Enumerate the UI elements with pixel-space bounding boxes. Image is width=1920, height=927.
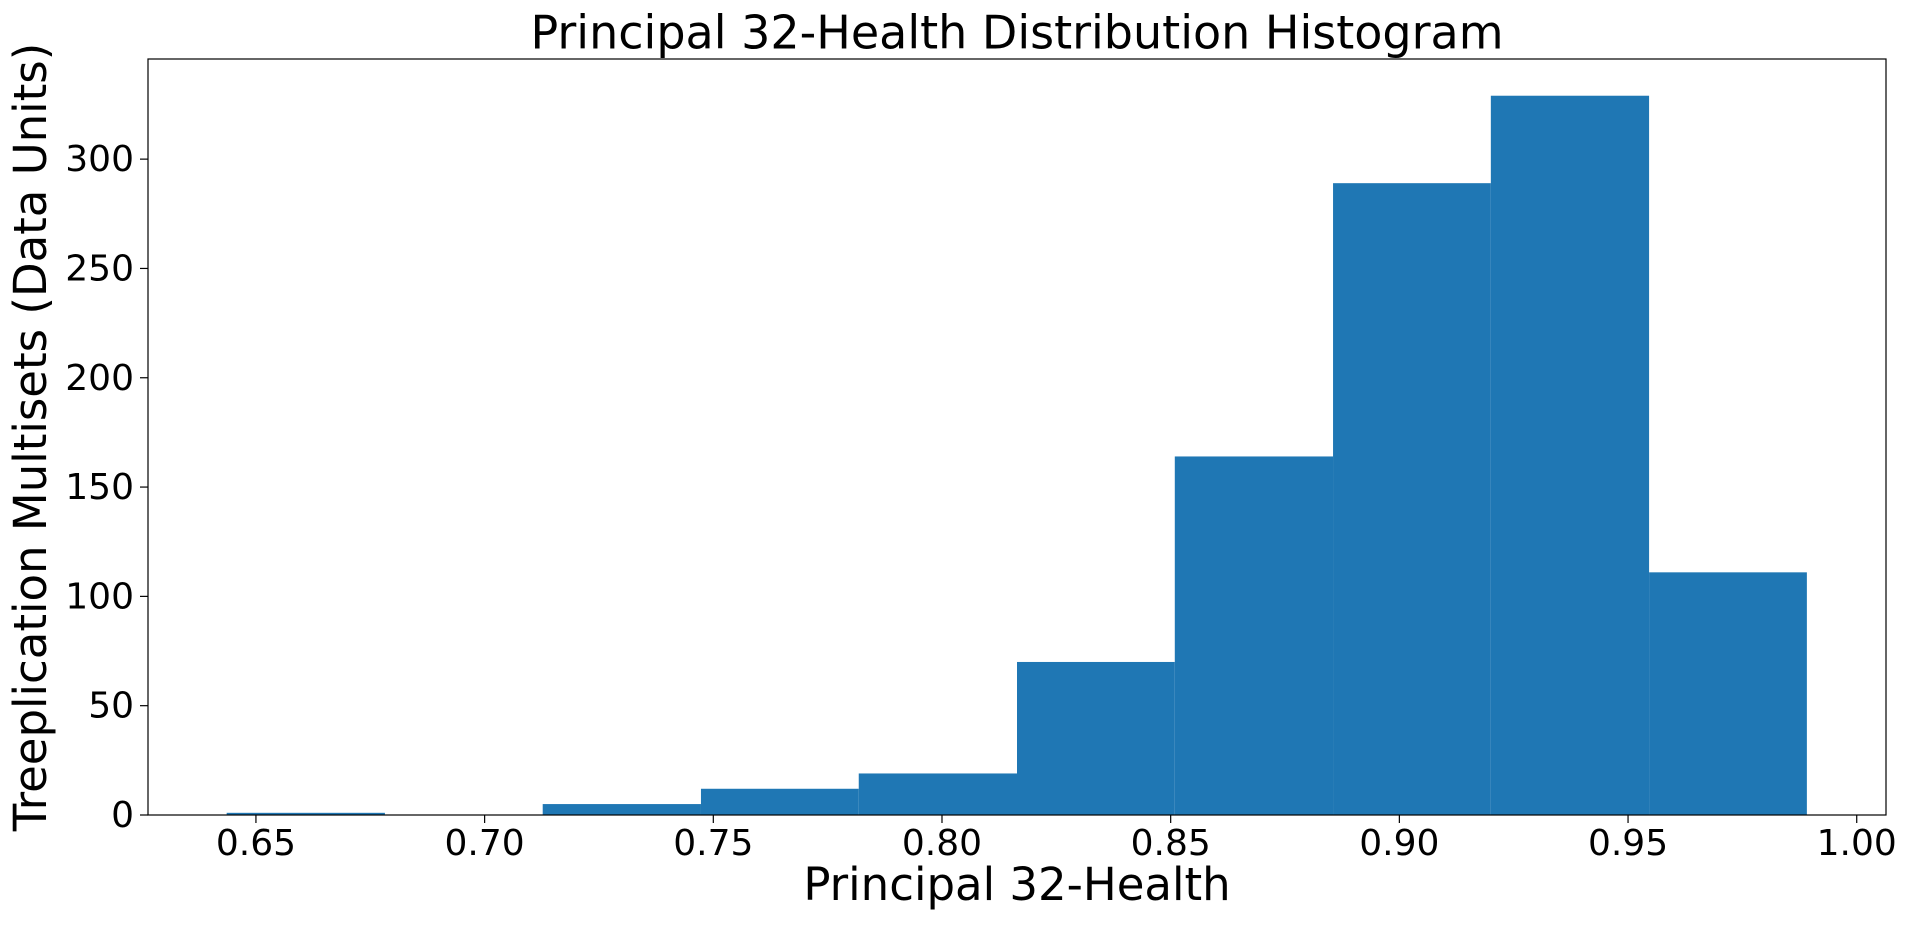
bar	[1490, 95, 1650, 815]
y-axis-label: Treeplication Multisets (Data Units)	[4, 43, 57, 833]
bar	[1333, 183, 1491, 816]
x-tick-label: 1.00	[1817, 823, 1897, 864]
y-tick-label: 300	[65, 139, 134, 180]
y-tick-label: 250	[65, 248, 134, 289]
bar	[858, 773, 1017, 815]
y-tick-label: 150	[65, 467, 134, 508]
bar	[542, 804, 701, 815]
y-tick-label: 0	[111, 795, 134, 836]
x-tick-label: 0.65	[216, 823, 296, 864]
bar	[1017, 661, 1175, 815]
x-tick-label: 0.80	[902, 823, 982, 864]
y-tick-label: 200	[65, 358, 134, 399]
x-axis-label: Principal 32-Health	[803, 858, 1230, 911]
x-tick-label: 0.95	[1588, 823, 1668, 864]
x-tick-label: 0.90	[1359, 823, 1439, 864]
y-tick-label: 50	[88, 686, 134, 727]
x-tick-label: 0.85	[1131, 823, 1211, 864]
x-tick-label: 0.75	[673, 823, 753, 864]
bar	[1649, 572, 1807, 815]
bar	[700, 788, 859, 815]
bar	[226, 812, 385, 815]
y-tick-label: 100	[65, 576, 134, 617]
x-tick-label: 0.70	[445, 823, 525, 864]
chart-title: Principal 32-Health Distribution Histogr…	[530, 6, 1503, 60]
bar	[1174, 456, 1334, 815]
axes-frame	[147, 58, 1887, 816]
